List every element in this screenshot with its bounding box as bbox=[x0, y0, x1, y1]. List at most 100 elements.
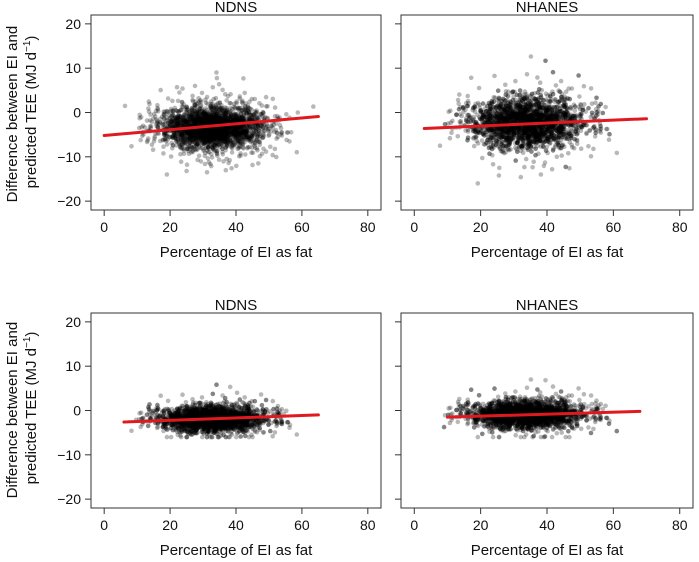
scatter-point bbox=[219, 146, 225, 152]
scatter-point bbox=[171, 132, 177, 138]
scatter-point bbox=[227, 135, 233, 141]
scatter-point bbox=[208, 128, 214, 134]
scatter-point bbox=[206, 139, 212, 144]
scatter-point bbox=[138, 137, 143, 143]
y-tick-label: 10 bbox=[65, 60, 81, 76]
scatter-point bbox=[214, 105, 220, 111]
scatter-point bbox=[220, 108, 226, 113]
y-axis-label-line1: Difference between EI and bbox=[4, 322, 21, 499]
scatter-point bbox=[496, 173, 502, 178]
scatter-point bbox=[190, 145, 195, 151]
scatter-point bbox=[194, 137, 199, 143]
scatter-point bbox=[224, 108, 229, 113]
scatter-point bbox=[257, 142, 263, 147]
scatter-point bbox=[237, 140, 243, 145]
scatter-point bbox=[180, 132, 185, 137]
scatter-point bbox=[528, 54, 534, 59]
scatter-point bbox=[255, 128, 261, 133]
scatter-point bbox=[211, 114, 217, 119]
scatter-point bbox=[230, 141, 236, 146]
scatter-point bbox=[195, 130, 201, 136]
scatter-point bbox=[164, 115, 169, 120]
scatter-point bbox=[256, 139, 261, 144]
scatter-point bbox=[205, 134, 210, 139]
scatter-point bbox=[189, 106, 194, 111]
scatter-point bbox=[190, 114, 196, 120]
scatter-point bbox=[206, 146, 212, 151]
scatter-point bbox=[175, 122, 181, 128]
scatter-point bbox=[182, 117, 188, 123]
scatter-point bbox=[248, 117, 254, 122]
scatter-point bbox=[237, 144, 242, 150]
scatter-point bbox=[208, 128, 214, 134]
scatter-point bbox=[201, 120, 207, 126]
scatter-point bbox=[240, 105, 245, 110]
scatter-point bbox=[211, 118, 216, 123]
scatter-point bbox=[219, 119, 225, 124]
scatter-point bbox=[209, 119, 215, 125]
scatter-point bbox=[237, 139, 243, 144]
scatter-point bbox=[215, 127, 220, 133]
scatter-point bbox=[241, 124, 246, 130]
scatter-point bbox=[206, 126, 211, 132]
scatter-point bbox=[177, 131, 182, 136]
scatter-point bbox=[237, 105, 242, 111]
scatter-point bbox=[234, 131, 239, 136]
scatter-point bbox=[251, 130, 257, 136]
scatter-point bbox=[179, 131, 184, 136]
scatter-point bbox=[198, 135, 204, 140]
scatter-point bbox=[455, 134, 461, 139]
scatter-point bbox=[193, 120, 198, 125]
scatter-point bbox=[205, 138, 211, 143]
scatter-point bbox=[214, 149, 220, 154]
scatter-point bbox=[203, 111, 209, 117]
scatter-point bbox=[172, 134, 177, 140]
scatter-point bbox=[217, 115, 223, 121]
scatter-point bbox=[211, 127, 217, 133]
scatter-point bbox=[218, 130, 223, 136]
scatter-point bbox=[234, 99, 239, 104]
scatter-point bbox=[255, 115, 260, 121]
scatter-point bbox=[191, 111, 196, 116]
scatter-point bbox=[155, 107, 161, 112]
scatter-point bbox=[140, 133, 145, 138]
scatter-point bbox=[204, 112, 210, 117]
scatter-point bbox=[217, 107, 222, 112]
scatter-point bbox=[193, 111, 198, 117]
scatter-point bbox=[177, 132, 182, 138]
scatter-point bbox=[222, 112, 228, 117]
scatter-point bbox=[198, 138, 204, 143]
scatter-point bbox=[245, 130, 251, 135]
scatter-point bbox=[213, 128, 218, 134]
scatter-point bbox=[217, 130, 223, 136]
scatter-point bbox=[236, 114, 242, 119]
scatter-point bbox=[254, 134, 260, 140]
scatter-point bbox=[215, 136, 221, 142]
scatter-point bbox=[500, 149, 505, 154]
scatter-point bbox=[197, 114, 203, 120]
scatter-point bbox=[165, 96, 171, 101]
scatter-point bbox=[246, 134, 251, 139]
scatter-point bbox=[194, 142, 199, 147]
scatter-point bbox=[227, 126, 232, 132]
scatter-point bbox=[530, 165, 535, 170]
scatter-point bbox=[194, 114, 199, 119]
scatter-point bbox=[272, 105, 278, 110]
scatter-point bbox=[237, 125, 242, 131]
scatter-point bbox=[186, 132, 191, 137]
scatter-point bbox=[193, 134, 199, 139]
scatter-point bbox=[247, 99, 252, 104]
scatter-point bbox=[226, 109, 231, 115]
scatter-point bbox=[189, 134, 195, 140]
scatter-point bbox=[233, 114, 239, 119]
scatter-point bbox=[196, 132, 201, 138]
scatter-point bbox=[168, 123, 173, 128]
scatter-point bbox=[216, 127, 221, 132]
scatter-point bbox=[162, 137, 168, 142]
scatter-point bbox=[196, 135, 202, 141]
scatter-point bbox=[211, 134, 216, 139]
scatter-point bbox=[155, 120, 160, 125]
scatter-point bbox=[222, 114, 228, 120]
scatter-point bbox=[247, 125, 252, 130]
scatter-point bbox=[208, 116, 214, 122]
